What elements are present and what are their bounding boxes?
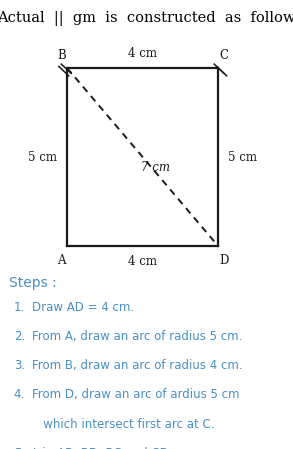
Text: Steps :: Steps : <box>9 276 57 290</box>
Text: 7 cm: 7 cm <box>142 161 171 174</box>
Text: 4 cm: 4 cm <box>128 255 157 268</box>
Text: Draw AD = 4 cm.: Draw AD = 4 cm. <box>32 301 134 314</box>
Text: 5 cm: 5 cm <box>28 150 57 163</box>
Text: 3.: 3. <box>14 359 25 372</box>
Text: which intersect first arc at C.: which intersect first arc at C. <box>32 418 215 431</box>
Text: 5.: 5. <box>14 447 25 449</box>
Text: 4 cm: 4 cm <box>128 47 157 60</box>
Text: 1.: 1. <box>14 301 25 314</box>
Text: 5 cm: 5 cm <box>229 150 258 163</box>
Text: Join AB, BD, BC and CD.: Join AB, BD, BC and CD. <box>32 447 173 449</box>
Text: 2.: 2. <box>14 330 25 343</box>
Text: From A, draw an arc of radius 5 cm.: From A, draw an arc of radius 5 cm. <box>32 330 243 343</box>
Text: From B, draw an arc of radius 4 cm.: From B, draw an arc of radius 4 cm. <box>32 359 243 372</box>
Text: C: C <box>219 48 229 62</box>
Text: 4.: 4. <box>14 388 25 401</box>
Text: A: A <box>57 254 66 267</box>
Text: D: D <box>219 254 229 267</box>
Text: Actual  ||  gm  is  constructed  as  follow: Actual || gm is constructed as follow <box>0 11 293 26</box>
Text: From D, draw an arc of ardius 5 cm: From D, draw an arc of ardius 5 cm <box>32 388 240 401</box>
Text: B: B <box>57 48 66 62</box>
